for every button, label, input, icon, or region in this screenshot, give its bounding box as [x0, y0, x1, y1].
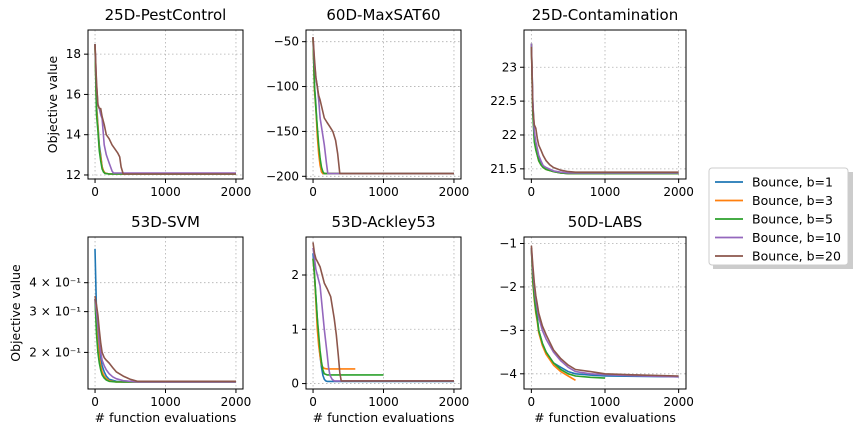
x-tick-label: 1000 — [368, 395, 399, 409]
series-line — [94, 298, 236, 383]
x-tick-label: 2000 — [439, 185, 470, 199]
y-tick-label: −2 — [499, 280, 517, 294]
series-line — [312, 37, 454, 175]
y-tick-label: −3 — [499, 323, 517, 337]
series-line — [530, 245, 679, 377]
series-line — [94, 298, 236, 383]
axes-frame — [87, 29, 244, 180]
y-tick-label: −150 — [266, 124, 299, 138]
x-tick-label: 1000 — [150, 185, 181, 199]
x-tick-label: 2000 — [221, 185, 252, 199]
panel-4: 0 1000 2000 2 × 10⁻¹ 3 × 10⁻¹ 4 × 10⁻¹ 53D-SVM… — [8, 213, 251, 425]
legend-entry: Bounce, b=20 — [715, 249, 841, 264]
x-tick-label: 0 — [309, 185, 317, 199]
series-line — [312, 258, 384, 376]
y-tick-label: 0 — [291, 377, 299, 391]
x-tick-label: 1000 — [368, 185, 399, 199]
panel-3: 0 1000 2000 21.5 22 22.5 23 25D-Contamination — [490, 6, 694, 199]
legend-entry: Bounce, b=1 — [715, 175, 833, 190]
legend-label: Bounce, b=20 — [752, 249, 841, 264]
x-tick-label: 2000 — [663, 185, 694, 199]
x-tick-label: 0 — [528, 395, 536, 409]
series-line — [312, 37, 454, 175]
x-tick-label: 2000 — [439, 395, 470, 409]
y-tick-label: 23 — [502, 60, 517, 74]
series-line — [312, 247, 454, 382]
y-tick-label: −100 — [266, 80, 299, 94]
x-axis-label: # function evaluations — [95, 410, 237, 425]
y-tick-label: 2 — [291, 268, 299, 282]
series-line — [530, 247, 606, 379]
series-line — [312, 242, 454, 382]
x-tick-label: 2000 — [221, 395, 252, 409]
y-tick-label: 3 × 10⁻¹ — [29, 305, 81, 319]
y-tick-label: −1 — [499, 237, 517, 251]
series-line — [530, 43, 679, 174]
y-tick-label: 16 — [66, 87, 81, 101]
x-tick-label: 0 — [91, 395, 99, 409]
series-line — [94, 295, 236, 383]
panel-title: 53D-Ackley53 — [331, 213, 435, 231]
y-tick-label: 22 — [502, 128, 517, 142]
axes-frame — [305, 29, 462, 180]
panel-title: 25D-PestControl — [105, 6, 227, 24]
y-tick-label: 4 × 10⁻¹ — [29, 276, 81, 290]
legend: Bounce, b=1 Bounce, b=3 Bounce, b=5 Bounce,… — [708, 167, 853, 269]
y-tick-label: −200 — [266, 169, 299, 183]
axes-frame — [87, 236, 244, 390]
legend-entry: Bounce, b=10 — [715, 230, 841, 245]
legend-label: Bounce, b=3 — [752, 193, 833, 208]
x-tick-label: 2000 — [663, 395, 694, 409]
panel-2: 0 1000 2000 −200 −150 −100 −50 60D-MaxSAT60 — [266, 6, 469, 199]
y-tick-label: −50 — [274, 35, 299, 49]
y-tick-label: 22.5 — [490, 94, 517, 108]
series-line — [312, 37, 454, 175]
axes-frame — [523, 29, 687, 180]
series-line — [94, 44, 236, 175]
y-tick-label: 1 — [291, 322, 299, 336]
y-axis-label: Objective value — [45, 55, 60, 153]
x-tick-label: 1000 — [150, 395, 181, 409]
legend-label: Bounce, b=10 — [752, 230, 841, 245]
x-axis-label: # function evaluations — [313, 410, 455, 425]
x-tick-label: 1000 — [590, 185, 621, 199]
y-tick-label: 14 — [66, 128, 81, 142]
series-line — [94, 44, 236, 175]
panel-title: 60D-MaxSAT60 — [326, 6, 440, 24]
panel-title: 25D-Contamination — [532, 6, 679, 24]
panel-5: 0 1000 2000 0 1 2 53D-Ackley53 # function evalu… — [291, 213, 469, 425]
panel-title: 53D-SVM — [131, 213, 200, 231]
axes-frame — [305, 236, 462, 390]
legend-box — [708, 167, 849, 266]
y-tick-label: 2 × 10⁻¹ — [29, 345, 81, 359]
series-line — [312, 37, 454, 175]
series-line — [530, 46, 679, 173]
y-tick-label: 18 — [66, 47, 81, 61]
legend-entry: Bounce, b=3 — [715, 193, 833, 208]
panel-6: 0 1000 2000 −4 −3 −2 −1 50D-LABS # function eval… — [499, 213, 694, 425]
x-tick-label: 0 — [91, 185, 99, 199]
y-tick-label: 12 — [66, 168, 81, 182]
legend-label: Bounce, b=1 — [752, 175, 833, 190]
x-tick-label: 0 — [309, 395, 317, 409]
y-tick-label: 21.5 — [490, 162, 517, 176]
y-tick-label: −4 — [499, 367, 517, 381]
x-axis-label: # function evaluations — [534, 410, 676, 425]
legend-entry: Bounce, b=5 — [715, 212, 833, 227]
x-tick-label: 1000 — [590, 395, 621, 409]
panel-1: 0 1000 2000 12 14 16 18 25D-PestControl Objectiv… — [45, 6, 251, 199]
legend-label: Bounce, b=5 — [752, 212, 833, 227]
panel-title: 50D-LABS — [568, 213, 643, 231]
axes-frame — [523, 236, 687, 390]
x-tick-label: 0 — [528, 185, 536, 199]
series-line — [312, 37, 454, 175]
y-axis-label: Objective value — [8, 264, 23, 362]
